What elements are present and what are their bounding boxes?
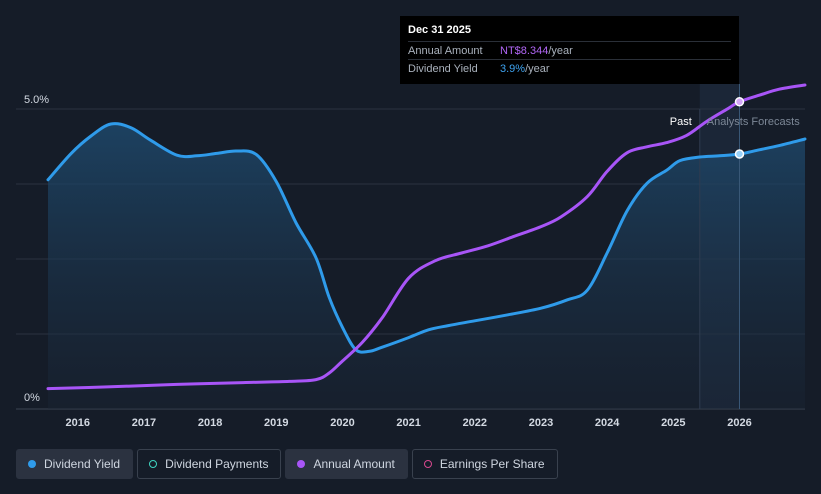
legend-dividend-payments[interactable]: Dividend Payments xyxy=(137,449,282,479)
tooltip-row-annual-amount: Annual Amount NT$8.344/year xyxy=(408,41,731,59)
dividend-payments-ring-icon xyxy=(149,460,158,468)
past-label: Past xyxy=(670,116,692,128)
tooltip-value: NT$8.344 xyxy=(500,44,549,57)
x-tick-label: 2018 xyxy=(198,417,222,429)
x-tick-label: 2020 xyxy=(330,417,354,429)
dividend-yield-dot-icon xyxy=(28,460,36,468)
x-tick-label: 2017 xyxy=(132,417,156,429)
dividend-yield-point xyxy=(734,149,745,159)
tooltip-unit: /year xyxy=(548,44,573,57)
legend-dividend-yield[interactable]: Dividend Yield xyxy=(16,449,134,479)
annual-amount-dot-icon xyxy=(297,460,306,468)
tooltip-label: Dividend Yield xyxy=(408,62,478,75)
tooltip-row-dividend-yield: Dividend Yield 3.9%/year xyxy=(408,59,731,77)
x-axis-ticks: 2016 2017 2018 2019 2020 2021 2022 2023 2024 2025… xyxy=(66,417,752,429)
x-tick-label: 2019 xyxy=(264,417,288,429)
legend-label: Dividend Yield xyxy=(44,457,121,471)
tooltip-unit: /year xyxy=(525,62,550,75)
tooltip-label: Annual Amount xyxy=(408,44,483,57)
tooltip: Dec 31 2025 Annual Amount NT$8.344/year … xyxy=(400,16,739,84)
legend-label: Dividend Payments xyxy=(165,457,269,471)
legend-earnings-per-share[interactable]: Earnings Per Share xyxy=(411,449,558,479)
y-axis-ticks: 5.0% 0% xyxy=(24,94,49,404)
y-tick-label: 0% xyxy=(24,392,40,404)
x-tick-label: 2026 xyxy=(727,417,751,429)
tooltip-value: 3.9% xyxy=(500,62,526,75)
dividend-yield-area xyxy=(48,123,805,409)
x-tick-label: 2023 xyxy=(529,417,553,429)
dividend-yield-line xyxy=(46,122,807,354)
tooltip-date: Dec 31 2025 xyxy=(408,24,471,36)
legend-label: Earnings Per Share xyxy=(439,457,545,471)
annual-amount-point xyxy=(734,97,745,107)
legend: Dividend Yield Dividend Payments Annual … xyxy=(16,449,558,479)
earnings-per-share-ring-icon xyxy=(423,460,432,468)
annual-amount-line xyxy=(46,83,807,391)
x-tick-label: 2024 xyxy=(595,417,620,429)
x-tick-label: 2025 xyxy=(661,417,685,429)
legend-annual-amount[interactable]: Annual Amount xyxy=(285,449,408,479)
analysts-forecasts-label: Analysts Forecasts xyxy=(707,116,800,128)
x-tick-label: 2022 xyxy=(463,417,487,429)
x-tick-label: 2016 xyxy=(66,417,90,429)
y-tick-label: 5.0% xyxy=(24,94,49,106)
legend-label: Annual Amount xyxy=(313,457,395,471)
x-tick-label: 2021 xyxy=(396,417,420,429)
